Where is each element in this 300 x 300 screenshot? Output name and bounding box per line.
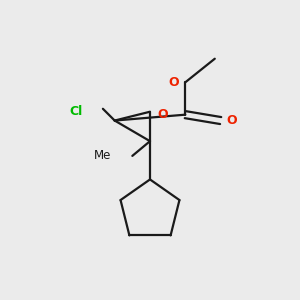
Text: Me: Me — [94, 149, 112, 162]
Text: O: O — [226, 114, 237, 127]
Text: O: O — [169, 76, 179, 89]
Text: O: O — [158, 108, 168, 121]
Text: Cl: Cl — [69, 105, 82, 118]
